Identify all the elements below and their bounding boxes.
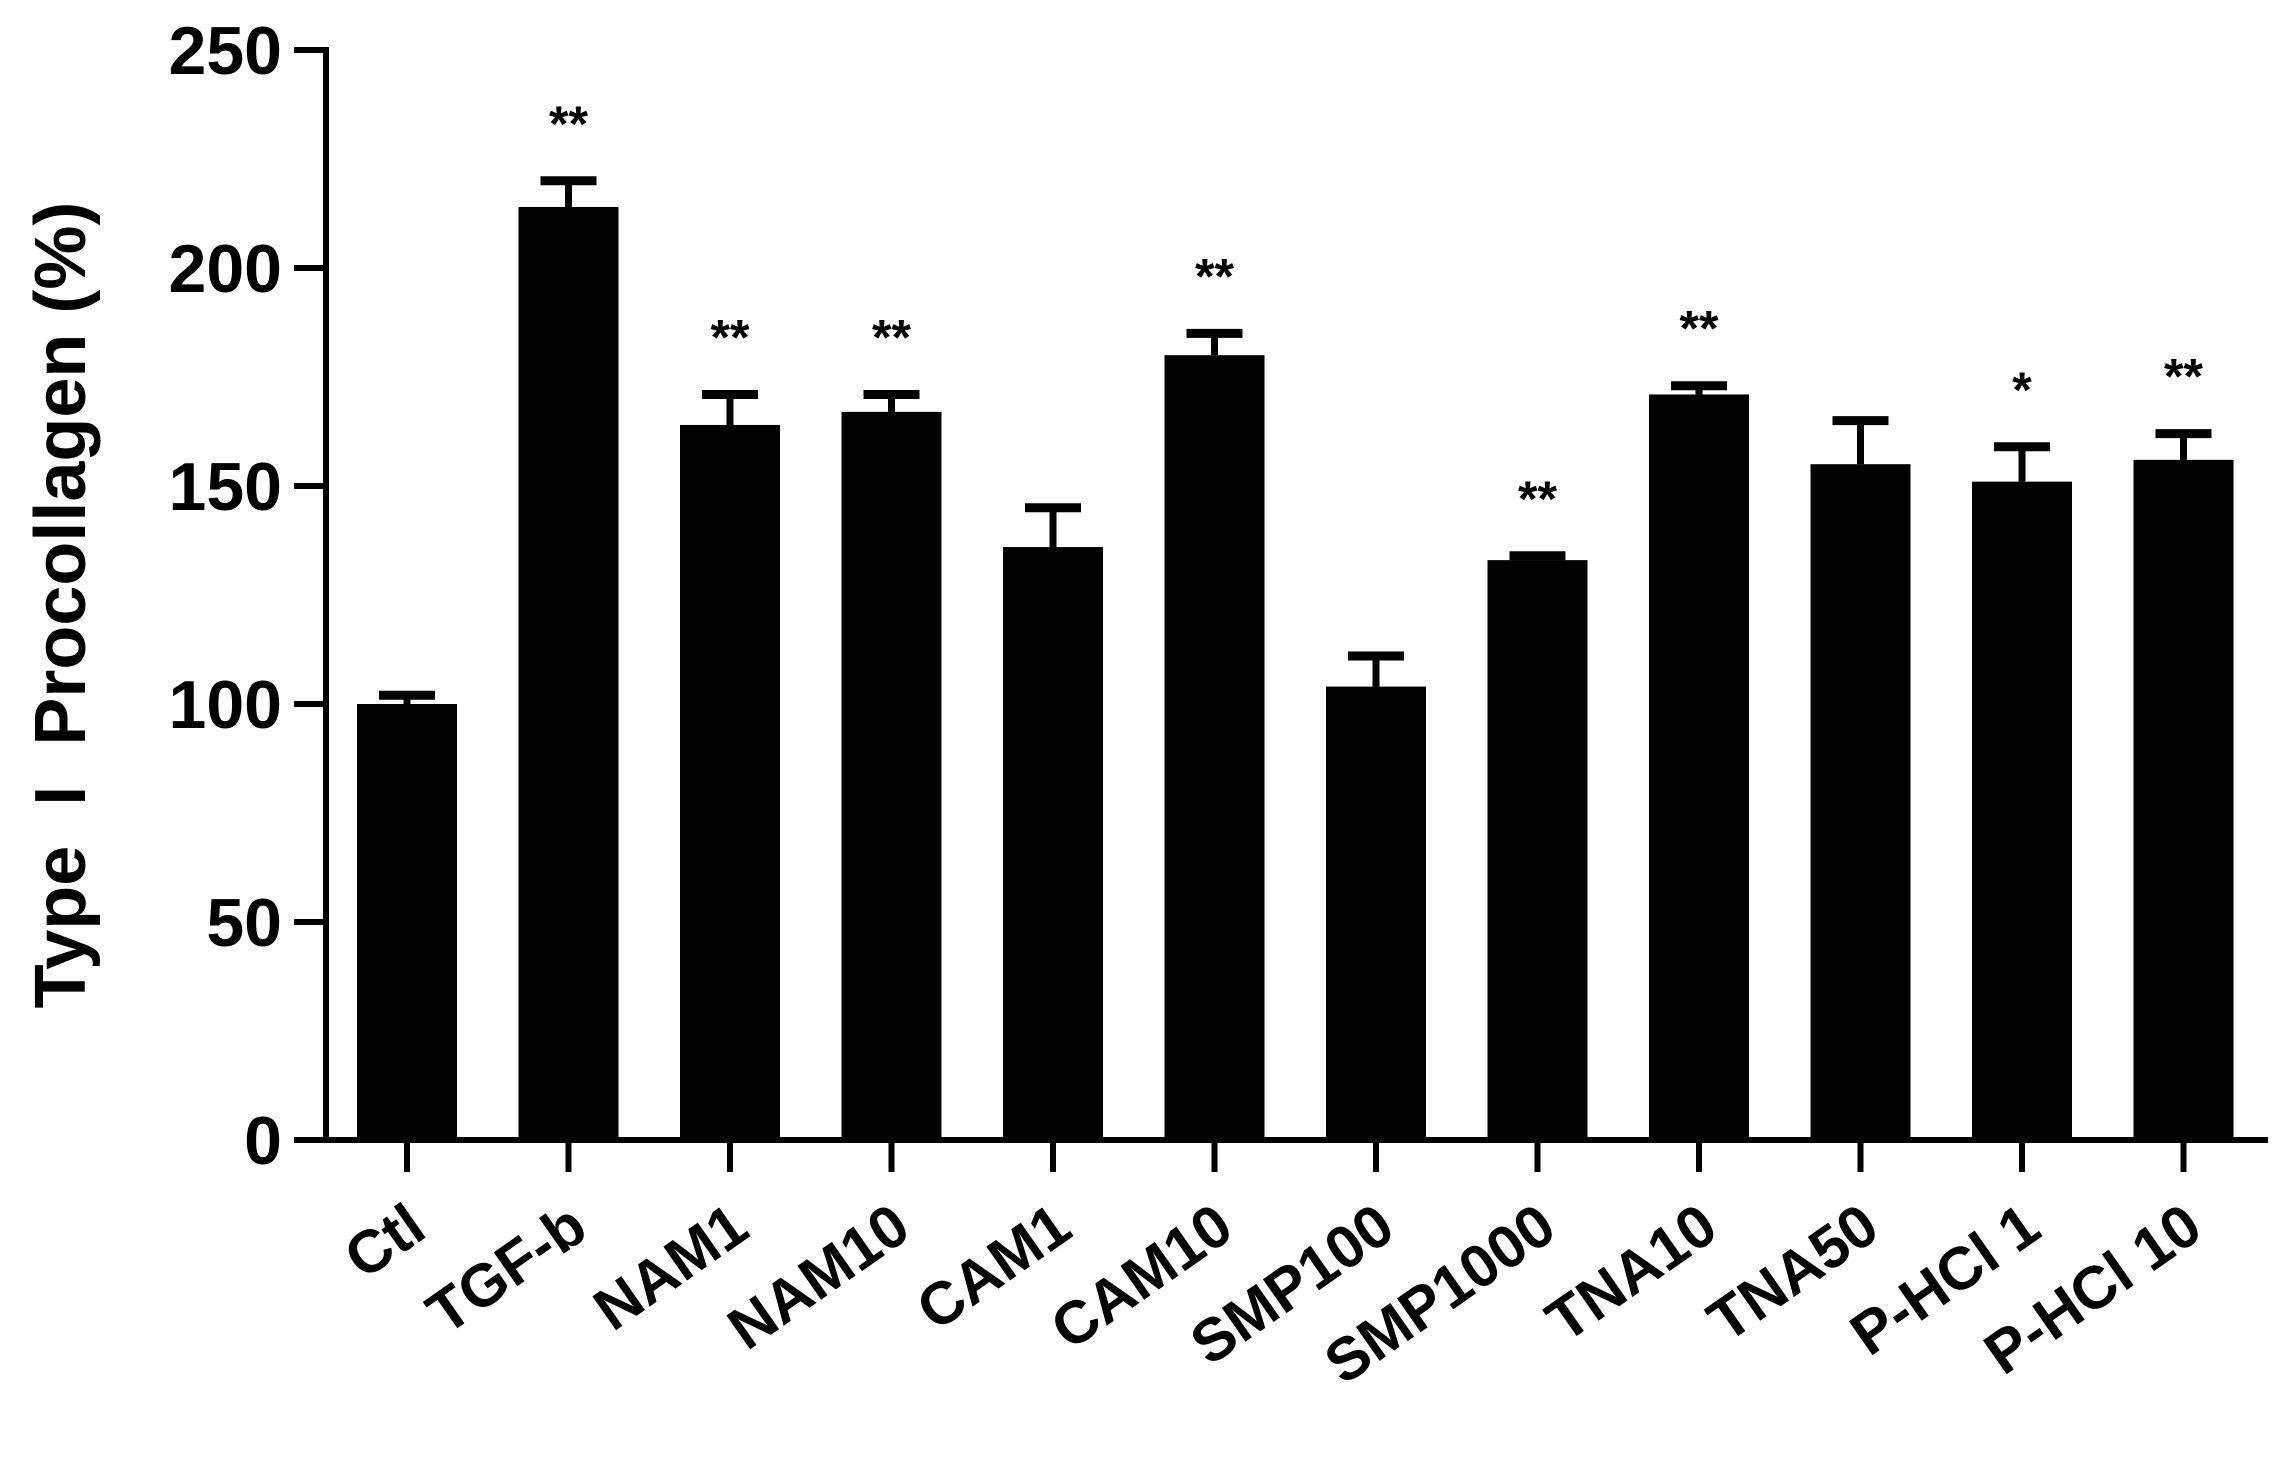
significance-marker: ** (711, 309, 750, 365)
error-bar (1025, 503, 1081, 548)
bar (1972, 481, 2072, 1140)
x-category-label: NAM10 (716, 1191, 921, 1363)
error-bar (1348, 651, 1404, 687)
error-bar (702, 389, 758, 425)
error-bar (863, 389, 920, 412)
bar (518, 206, 619, 1140)
bar (1810, 464, 1911, 1140)
y-axis-title: Type I Procollagen (%) (21, 202, 101, 1009)
significance-markers: **** ********* ** (549, 96, 2203, 527)
y-tick-label: 150 (169, 449, 282, 525)
bar (1003, 547, 1103, 1140)
y-tick-label: 200 (169, 231, 282, 307)
error-bar (540, 176, 597, 207)
error-bar (2155, 429, 2212, 460)
error-bar (1509, 551, 1566, 561)
y-tick-label: 100 (169, 667, 282, 743)
significance-marker: * (2012, 362, 2032, 418)
error-bar (1671, 381, 1727, 395)
y-tick-label: 50 (206, 885, 282, 961)
error-bars (379, 176, 2212, 704)
bar (1164, 355, 1265, 1140)
significance-marker: ** (872, 309, 911, 365)
error-bar (1994, 442, 2050, 482)
significance-marker: ** (1680, 301, 1719, 357)
bars (357, 206, 2234, 1141)
error-bar (1832, 416, 1889, 465)
bar (1326, 686, 1426, 1140)
significance-marker: ** (1518, 471, 1557, 527)
x-axis-ticks: CtlTGF-bNAM1NAM10CAM1CAM10SMP100SMP1000T… (333, 1140, 2213, 1397)
bar (841, 411, 942, 1140)
x-category-label: Ctl (333, 1191, 437, 1292)
significance-marker: ** (2164, 349, 2203, 405)
y-tick-label: 0 (244, 1103, 282, 1179)
y-axis-ticks: 0 50 100 150 200 250 (169, 13, 326, 1179)
bar (357, 704, 457, 1140)
x-category-label: TNA10 (1534, 1191, 1728, 1355)
bar (1649, 394, 1749, 1140)
bar (1487, 560, 1588, 1140)
significance-marker: ** (1195, 248, 1234, 304)
x-category-label: TGF-b (415, 1191, 598, 1347)
bar (2133, 459, 2234, 1141)
error-bar (1186, 328, 1243, 356)
bar (680, 424, 780, 1141)
error-bar (379, 690, 435, 704)
y-tick-label: 250 (169, 13, 282, 89)
significance-marker: ** (549, 96, 588, 152)
